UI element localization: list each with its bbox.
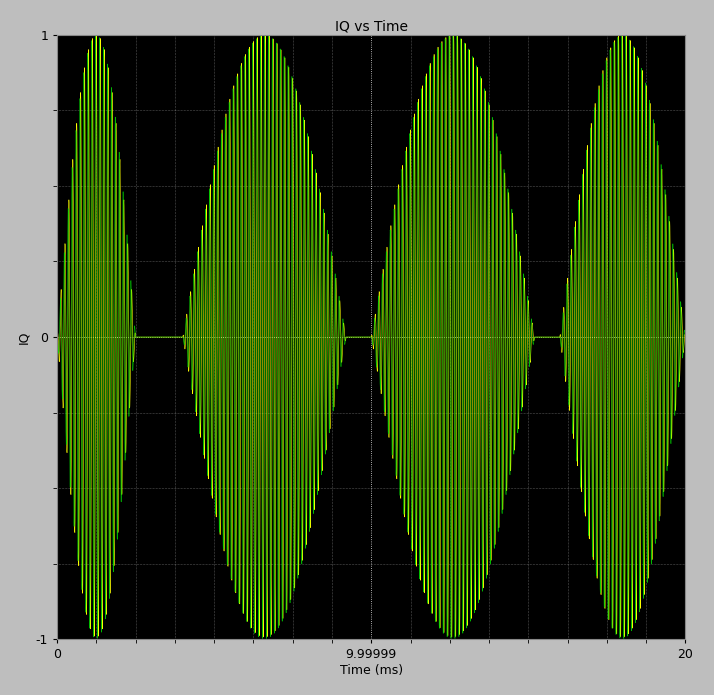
Y-axis label: IQ: IQ: [17, 330, 30, 344]
X-axis label: Time (ms): Time (ms): [340, 664, 403, 677]
Title: IQ vs Time: IQ vs Time: [335, 19, 408, 33]
